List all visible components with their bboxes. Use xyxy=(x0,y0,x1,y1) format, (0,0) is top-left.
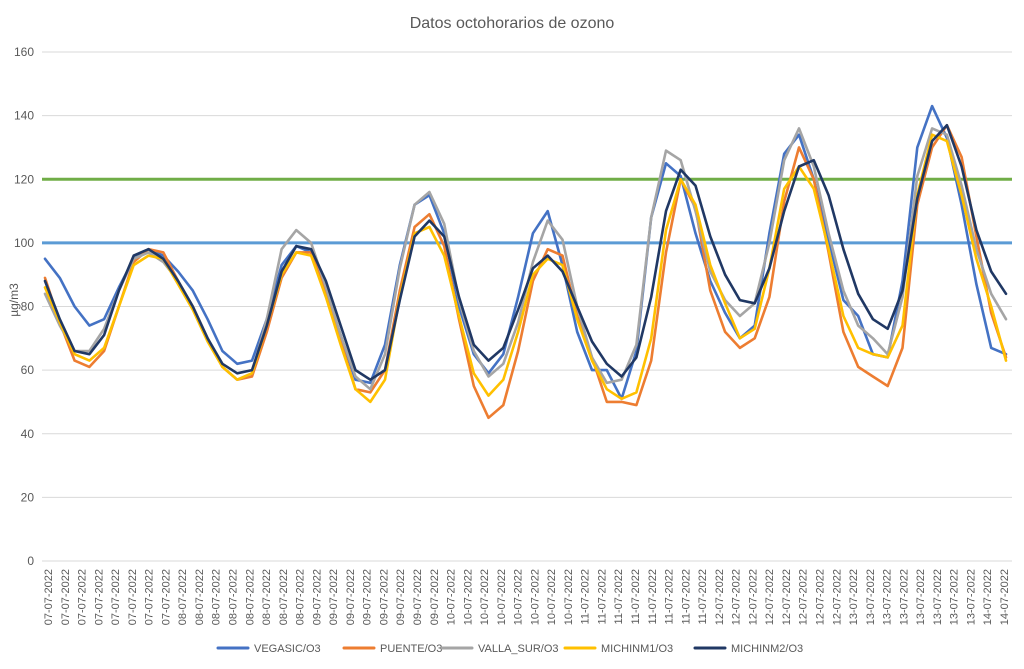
series-line-0 xyxy=(43,104,1008,401)
x-tick-label: 08-07-2022 xyxy=(261,569,273,625)
x-tick-label: 10-07-2022 xyxy=(496,569,508,625)
x-tick-label: 13-07-2022 xyxy=(848,569,860,625)
x-tick-label: 10-07-2022 xyxy=(563,569,575,625)
legend-label-1: PUENTE/O3 xyxy=(380,643,442,655)
x-tick-label: 10-07-2022 xyxy=(529,569,541,625)
data-series xyxy=(43,104,1008,420)
y-tick-labels: 0 20 40 60 80 100 120 140 160 xyxy=(14,45,34,568)
y-tick-label: 0 xyxy=(27,554,34,568)
x-tick-label: 07-07-2022 xyxy=(43,569,55,625)
reference-lines xyxy=(42,177,1012,245)
x-tick-label: 09-07-2022 xyxy=(311,569,323,625)
x-tick-label: 09-07-2022 xyxy=(328,569,340,625)
y-tick-label: 60 xyxy=(21,363,35,377)
x-tick-label: 08-07-2022 xyxy=(194,569,206,625)
x-tick-label: 11-07-2022 xyxy=(630,569,642,624)
x-tick-label: 13-07-2022 xyxy=(965,569,977,625)
x-tick-label: 12-07-2022 xyxy=(815,569,827,625)
x-tick-label: 09-07-2022 xyxy=(345,569,357,625)
x-tick-label: 11-07-2022 xyxy=(680,569,692,624)
y-tick-label: 80 xyxy=(21,300,35,314)
y-tick-label: 140 xyxy=(14,109,34,123)
x-tick-label: 10-07-2022 xyxy=(479,569,491,625)
x-tick-label: 07-07-2022 xyxy=(127,569,139,625)
x-tick-label: 12-07-2022 xyxy=(747,569,759,625)
chart-title: Datos octohorarios de ozono xyxy=(410,15,615,32)
x-tick-label: 10-07-2022 xyxy=(513,569,525,625)
x-tick-label: 13-07-2022 xyxy=(915,569,927,625)
x-tick-label: 08-07-2022 xyxy=(227,569,239,625)
x-tick-labels: 07-07-2022 07-07-2022 07-07-2022 07-07-2022… xyxy=(43,569,1011,625)
x-tick-label: 08-07-2022 xyxy=(211,569,223,625)
x-tick-label: 08-07-2022 xyxy=(278,569,290,625)
x-tick-label: 10-07-2022 xyxy=(462,569,474,625)
legend-label-2: VALLA_SUR/O3 xyxy=(478,643,559,655)
y-axis-label: µg/m3 xyxy=(7,283,21,317)
x-tick-label: 11-07-2022 xyxy=(697,569,709,624)
legend-label-3: MICHINM1/O3 xyxy=(601,643,673,655)
x-tick-label: 09-07-2022 xyxy=(412,569,424,625)
x-tick-label: 12-07-2022 xyxy=(714,569,726,625)
x-tick-label: 11-07-2022 xyxy=(647,569,659,624)
x-tick-label: 07-07-2022 xyxy=(160,569,172,625)
series-line-1 xyxy=(43,123,1008,420)
x-tick-label: 09-07-2022 xyxy=(362,569,374,625)
x-tick-label: 07-07-2022 xyxy=(93,569,105,625)
x-tick-label: 11-07-2022 xyxy=(596,569,608,624)
legend-label-4: MICHINM2/O3 xyxy=(731,643,803,655)
x-tick-label: 13-07-2022 xyxy=(882,569,894,625)
x-tick-label: 12-07-2022 xyxy=(764,569,776,625)
x-tick-label: 09-07-2022 xyxy=(395,569,407,625)
x-tick-label: 13-07-2022 xyxy=(949,569,961,625)
x-tick-label: 14-07-2022 xyxy=(982,569,994,625)
x-tick-label: 10-07-2022 xyxy=(446,569,458,625)
x-tick-label: 07-07-2022 xyxy=(144,569,156,625)
series-line-4 xyxy=(43,123,1008,382)
y-tick-label: 40 xyxy=(21,427,35,441)
x-tick-label: 11-07-2022 xyxy=(580,569,592,624)
x-tick-label: 08-07-2022 xyxy=(244,569,256,625)
x-tick-label: 13-07-2022 xyxy=(932,569,944,625)
y-tick-label: 120 xyxy=(14,172,34,186)
x-tick-label: 09-07-2022 xyxy=(378,569,390,625)
x-tick-label: 11-07-2022 xyxy=(664,569,676,624)
x-tick-label: 07-07-2022 xyxy=(77,569,89,625)
y-tick-label: 160 xyxy=(14,45,34,59)
y-tick-label: 20 xyxy=(21,490,35,504)
series-line-3 xyxy=(43,133,1008,404)
x-tick-label: 08-07-2022 xyxy=(295,569,307,625)
x-tick-label: 12-07-2022 xyxy=(831,569,843,625)
x-tick-label: 10-07-2022 xyxy=(546,569,558,625)
x-tick-label: 13-07-2022 xyxy=(865,569,877,625)
x-tick-label: 13-07-2022 xyxy=(898,569,910,625)
y-tick-label: 100 xyxy=(14,236,34,250)
legend: VEGASIC/O3 PUENTE/O3 VALLA_SUR/O3 MICHINM1/… xyxy=(216,643,803,655)
x-tick-label: 08-07-2022 xyxy=(177,569,189,625)
x-tick-label: 12-07-2022 xyxy=(798,569,810,625)
x-tick-label: 14-07-2022 xyxy=(999,569,1011,625)
x-tick-label: 07-07-2022 xyxy=(60,569,72,625)
legend-label-0: VEGASIC/O3 xyxy=(254,643,321,655)
x-tick-label: 07-07-2022 xyxy=(110,569,122,625)
x-tick-label: 11-07-2022 xyxy=(613,569,625,624)
x-tick-label: 09-07-2022 xyxy=(429,569,441,625)
x-tick-label: 12-07-2022 xyxy=(731,569,743,625)
x-tick-label: 12-07-2022 xyxy=(781,569,793,625)
